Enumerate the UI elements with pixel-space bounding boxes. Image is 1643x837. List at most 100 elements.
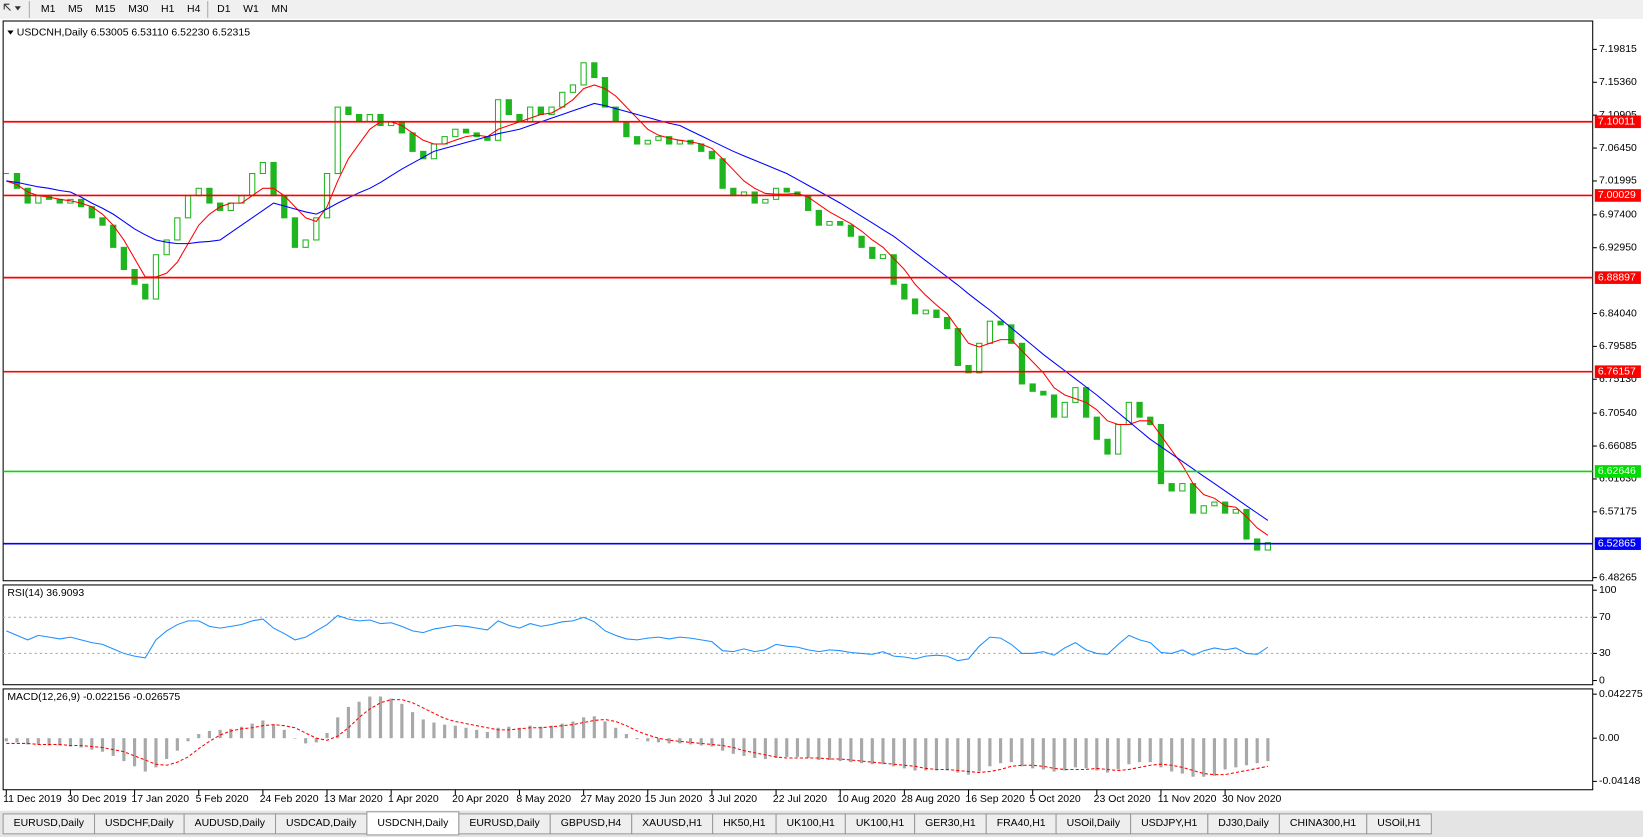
macd-bar [496,727,500,739]
symbol-tab-label[interactable]: XAUUSD,H1 [642,818,702,829]
macd-bar [635,738,639,740]
macd-bar [1191,738,1195,777]
level-label: 7.10011 [1598,117,1635,128]
macd-bar [26,738,30,745]
macd-bar [133,738,137,767]
macd-bar [860,738,864,764]
candle [1029,383,1036,392]
symbol-tab-label[interactable]: HK50,H1 [723,818,766,829]
macd-bar [475,729,479,739]
level-label-bg [1594,365,1641,379]
y-tick-label: 30 [1599,648,1611,659]
macd-bar [485,731,489,739]
symbol-tab-label[interactable]: USDCHF,Daily [105,818,174,829]
symbol-tab-label[interactable]: AUDUSD,Daily [195,818,266,829]
macd-bar [143,738,147,772]
candle [1221,501,1229,514]
candle [1136,401,1143,418]
cursor-icon[interactable] [3,3,11,11]
timeframe-button[interactable]: H4 [187,4,201,15]
symbol-tab-label[interactable]: USOil,H1 [1377,818,1421,829]
symbol-tab-label[interactable]: USDJPY,H1 [1141,818,1197,829]
macd-bar [603,721,607,739]
symbol-tab-label[interactable]: USDCNH,Daily [377,818,449,829]
candle [409,132,416,152]
symbol-tab-label[interactable]: EURUSD,Daily [469,818,540,829]
candle [911,298,919,315]
dropdown-arrow[interactable] [14,6,21,11]
macd-bar [1202,738,1206,777]
y-tick-label: 6.48265 [1599,572,1637,583]
macd-bar [400,703,404,739]
candle [313,217,320,241]
macd-bar [1170,738,1174,772]
macd-bar [314,738,318,743]
moving-average [6,84,1269,536]
x-tick-label: 15 Jun 2020 [645,794,703,805]
timeframe-button[interactable]: H1 [161,4,175,15]
candle [751,191,758,204]
timeframe-button[interactable]: D1 [217,4,231,15]
candle [420,150,427,160]
symbol-tab-label[interactable]: FRA40,H1 [997,818,1046,829]
level-label: 7.00029 [1598,190,1636,201]
macd-bar [902,738,906,769]
symbol-tab-label[interactable]: EURUSD,Daily [14,818,85,829]
macd-bar [849,738,853,763]
symbol-tab-label[interactable]: UK100,H1 [787,818,835,829]
macd-bar [1063,738,1067,771]
y-tick-label: 70 [1599,612,1611,623]
symbol-tab[interactable] [1366,813,1432,835]
symbol-tab-label[interactable]: CHINA300,H1 [1290,818,1357,829]
symbol-tab-label[interactable]: USDCAD,Daily [286,818,357,829]
symbol-tab-label[interactable]: USOil,Daily [1067,818,1121,829]
macd-bar [774,738,778,758]
candle [302,239,309,248]
timeframe-button[interactable]: MN [271,4,287,15]
candle [730,187,737,197]
candle [954,328,961,367]
macd-bar [924,738,928,771]
candle [334,106,341,175]
timeframe-button[interactable]: M15 [95,4,116,15]
candle [142,283,149,300]
symbol-tab-label[interactable]: GBPUSD,H4 [561,818,622,829]
chart-window-bg [0,18,1643,811]
timeframe-button[interactable]: M1 [41,4,56,15]
candle [815,209,822,226]
timeframe-button[interactable]: W1 [243,4,259,15]
macd-bar [945,738,949,771]
candle [355,113,363,123]
candle [1050,394,1058,418]
symbol-tab-label[interactable]: DJ30,Daily [1218,818,1269,829]
symbol-tab-label[interactable]: GER30,H1 [925,818,976,829]
candle [655,136,662,141]
macd-bar [186,738,190,742]
macd-bar [1116,738,1120,770]
macd-bar [1212,738,1216,776]
timeframe-button[interactable]: M5 [68,4,83,15]
macd-bar [582,717,586,739]
macd-bar [261,720,265,739]
symbol-tab-label[interactable]: UK100,H1 [856,818,904,829]
level-label-bg [1594,189,1641,202]
price-pane-border [2,20,1594,582]
macd-bar [592,716,596,739]
candle [666,136,673,145]
macd-bar [827,738,832,761]
timeframe-button[interactable]: M30 [128,4,149,15]
candle [601,77,609,108]
macd-bar [795,738,800,757]
macd-bar [1052,738,1056,772]
candle [548,106,555,115]
macd-bar [678,738,682,744]
x-tick-label: 30 Nov 2020 [1222,794,1282,805]
y-tick-label: 7.06450 [1599,143,1637,154]
toolbar-icon[interactable] [3,3,21,11]
candle [1093,416,1100,440]
candle [35,195,42,204]
y-tick-label: 6.57175 [1599,507,1637,518]
macd-bar [1009,738,1013,763]
y-tick-label: 6.70540 [1599,408,1637,419]
